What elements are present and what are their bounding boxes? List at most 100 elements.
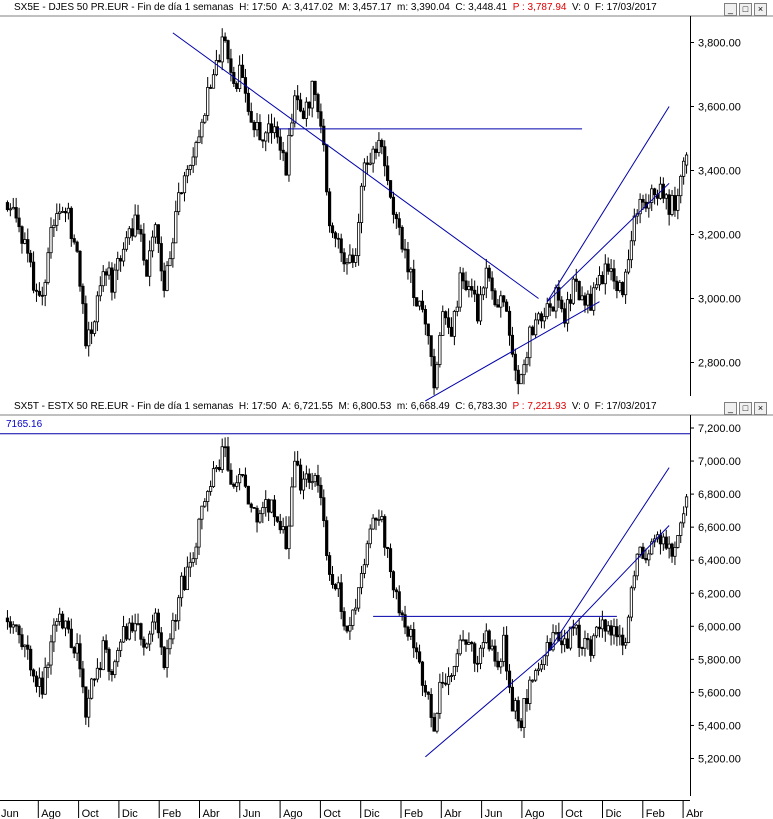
- candle: [528, 325, 532, 367]
- candle: [217, 459, 221, 472]
- candle: [522, 698, 526, 738]
- close-button[interactable]: ×: [754, 402, 767, 415]
- candle: [208, 480, 213, 496]
- candle: [594, 625, 599, 639]
- candle: [127, 226, 131, 245]
- candle: [452, 665, 456, 680]
- candle: [238, 468, 242, 491]
- candle: [243, 467, 248, 489]
- panel-header-sx5e: SX5E - DJES 50 PR.EUR - Fin de día 1 sem…: [0, 0, 657, 16]
- candle: [626, 249, 631, 275]
- candle: [81, 660, 85, 694]
- candle: [208, 84, 213, 89]
- candle: [560, 630, 564, 654]
- candle: [5, 200, 10, 212]
- candle: [177, 182, 181, 216]
- candle: [235, 475, 239, 493]
- candle: [612, 618, 616, 645]
- candle: [397, 212, 401, 236]
- x-tick-label: Abr: [203, 808, 220, 819]
- candle: [78, 250, 82, 292]
- volume-value: V: 0: [572, 2, 590, 13]
- candle: [551, 305, 555, 312]
- candle: [487, 629, 491, 652]
- candle: [31, 251, 36, 294]
- trendline: [425, 301, 600, 402]
- candle: [316, 92, 320, 119]
- candle: [342, 248, 346, 272]
- candle: [420, 290, 425, 313]
- candle: [226, 39, 230, 64]
- minimize-button[interactable]: _: [724, 3, 737, 16]
- candle: [267, 114, 271, 143]
- candle: [92, 678, 97, 687]
- candle: [60, 611, 65, 630]
- candle: [46, 662, 50, 679]
- candle: [290, 477, 294, 527]
- maximize-button[interactable]: □: [739, 402, 752, 415]
- candle: [43, 657, 47, 695]
- candle: [638, 193, 642, 224]
- candle: [374, 517, 378, 531]
- candle: [449, 673, 454, 683]
- candle: [313, 472, 317, 487]
- candle: [264, 131, 268, 152]
- candle: [621, 627, 625, 656]
- close-button[interactable]: ×: [754, 3, 767, 16]
- candle: [415, 642, 419, 660]
- y-tick-label: 5,600.00: [698, 687, 741, 699]
- candle: [185, 165, 189, 184]
- candle: [60, 206, 65, 213]
- low-value: m: 6,668.49: [396, 401, 450, 412]
- candle: [29, 645, 33, 677]
- candle: [188, 552, 192, 578]
- candle: [333, 583, 337, 591]
- candle: [481, 633, 486, 658]
- candle: [113, 659, 117, 679]
- x-axis: Jun Ago Oct Dic Feb Abr Jun Ago Oct Dic Feb Abr Jun A…: [0, 800, 704, 819]
- candle: [658, 176, 663, 200]
- candle: [182, 567, 187, 591]
- candle: [386, 156, 390, 186]
- candle: [455, 300, 459, 317]
- candle: [58, 203, 62, 221]
- candle: [383, 514, 387, 556]
- candle: [391, 191, 396, 224]
- candle: [563, 302, 567, 328]
- candle: [449, 317, 454, 337]
- candle: [679, 174, 683, 204]
- candle: [452, 309, 456, 346]
- candle: [150, 614, 155, 642]
- maximize-button[interactable]: □: [739, 3, 752, 16]
- panel-sx5t: 7,200.00 7,000.00 6,800.00 6,600.00 6,400.00…: [0, 414, 773, 796]
- minimize-button[interactable]: _: [724, 402, 737, 415]
- candle: [37, 282, 41, 297]
- candle: [629, 230, 634, 269]
- candle: [246, 87, 250, 116]
- date-value: F: 17/03/2017: [594, 2, 657, 13]
- panel-sx5e: 3,800.00 3,600.00 3,400.00 3,200.00 3,000.00…: [0, 15, 773, 402]
- candle: [446, 308, 451, 335]
- candle: [525, 689, 529, 712]
- reference-level-label: 7165.16: [6, 419, 43, 430]
- candle: [583, 292, 587, 313]
- candle: [87, 321, 91, 357]
- candle: [298, 458, 303, 495]
- candle: [574, 623, 578, 636]
- candle: [420, 660, 425, 697]
- candle: [557, 622, 561, 642]
- candle: [351, 609, 355, 630]
- candle: [145, 642, 149, 649]
- y-tick-label: 3,000.00: [698, 294, 741, 306]
- candle: [206, 490, 210, 512]
- candle: [667, 536, 671, 559]
- candle: [673, 186, 677, 217]
- candle: [34, 671, 39, 693]
- candle: [484, 258, 488, 299]
- candle: [261, 139, 265, 149]
- candle: [110, 669, 114, 682]
- candle: [275, 121, 279, 144]
- candle: [571, 619, 575, 636]
- candle: [441, 671, 445, 689]
